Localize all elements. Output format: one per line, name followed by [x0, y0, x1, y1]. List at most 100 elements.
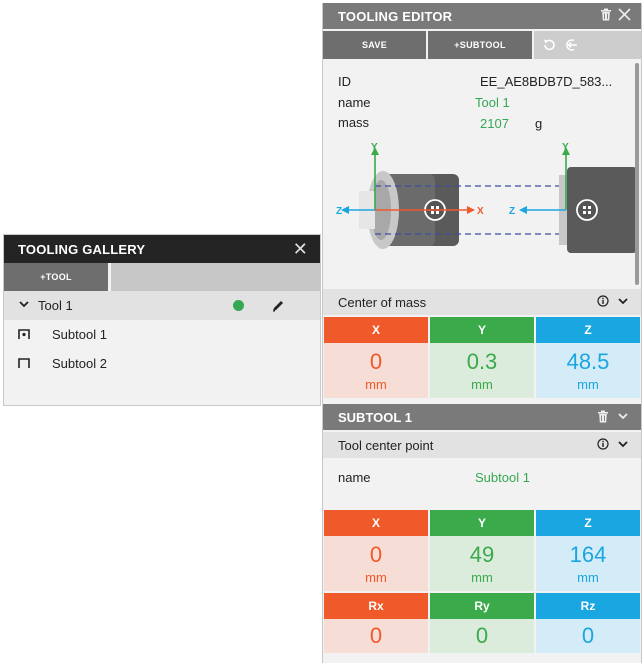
tcp-ry-value[interactable]: 0 [475, 623, 489, 648]
tool-center-point-header[interactable]: Tool center point [323, 432, 641, 458]
z-header: Z [536, 510, 640, 536]
x-header: X [324, 317, 428, 343]
unit-label: mm [365, 570, 387, 585]
unit-label: mm [471, 570, 493, 585]
tree-item-tool[interactable]: Tool 1 [4, 291, 320, 320]
info-icon[interactable] [597, 295, 609, 307]
tcp-position-values: X 0 mm Y 49 mm Z 164 mm [323, 510, 641, 591]
center-of-mass-title: Center of mass [338, 294, 427, 310]
unit-label: mm [577, 377, 599, 392]
toolbar-spacer [111, 263, 320, 291]
mass-value[interactable]: 2107 [480, 116, 509, 131]
x-axis-label: X [477, 206, 484, 217]
undo-icon[interactable] [542, 38, 556, 52]
tool-diagram: Y Z X Y Z [323, 139, 641, 289]
editor-toolbar: SAVE +SUBTOOL [323, 31, 641, 59]
chevron-down-icon[interactable] [617, 410, 629, 422]
tcp-y: Y 49 mm [430, 510, 534, 591]
id-label: ID [338, 74, 351, 89]
center-of-mass-values: X 0 mm Y 0.3 mm Z 48.5 mm [323, 317, 641, 398]
scrollbar[interactable] [635, 63, 639, 285]
gallery-toolbar: +TOOL [4, 263, 320, 291]
name-value[interactable]: Tool 1 [475, 95, 510, 110]
pencil-icon[interactable] [271, 299, 285, 313]
com-y-value[interactable]: 0.3 [466, 349, 498, 374]
chevron-down-icon[interactable] [617, 295, 629, 307]
y-header: Y [430, 317, 534, 343]
subtool-header: SUBTOOL 1 [323, 404, 641, 430]
save-button[interactable]: SAVE [323, 31, 426, 59]
tcp-rx-field[interactable]: 0 [324, 619, 428, 653]
unit-label: mm [365, 377, 387, 392]
editor-titlebar: TOOLING EDITOR [323, 3, 641, 29]
subtool-name-label: name [338, 470, 371, 485]
tcp-x-value[interactable]: 0 [369, 542, 383, 567]
tcp-rotation-values: Rx 0 Ry 0 Rz 0 [323, 593, 641, 653]
com-x-field[interactable]: 0 mm [324, 343, 428, 398]
id-value: EE_AE8BDB7D_583... [480, 74, 613, 89]
tool-label: Tool 1 [38, 298, 73, 313]
trash-icon[interactable] [600, 8, 612, 21]
tcp-rx-value[interactable]: 0 [369, 623, 383, 648]
com-z-field[interactable]: 48.5 mm [536, 343, 640, 398]
tcp-ry: Ry 0 [430, 593, 534, 653]
name-label: name [338, 95, 371, 110]
subtool-icon [18, 358, 30, 368]
tcp-y-value[interactable]: 49 [469, 542, 495, 567]
chevron-down-icon[interactable] [18, 298, 30, 310]
tool-axes-illustration: Y Z X Y Z [336, 142, 637, 253]
tcp-rz: Rz 0 [536, 593, 640, 653]
mass-label: mass [338, 115, 370, 130]
tooling-gallery-panel: TOOLING GALLERY ✕ +TOOL Tool 1 Subtool 1… [3, 234, 321, 406]
tcp-ry-field[interactable]: 0 [430, 619, 534, 653]
subtool-label: Subtool 2 [52, 356, 107, 371]
rx-header: Rx [324, 593, 428, 619]
tcp-x-field[interactable]: 0 mm [324, 536, 428, 591]
close-icon[interactable]: ✕ [292, 239, 308, 259]
tool-properties: ID EE_AE8BDB7D_583... name Tool 1 mass 2… [323, 59, 641, 139]
x-header: X [324, 510, 428, 536]
y-axis-label-side: Y [562, 142, 569, 153]
gallery-title: TOOLING GALLERY [18, 241, 146, 257]
status-dot-icon [233, 300, 244, 311]
gallery-titlebar: TOOLING GALLERY ✕ [4, 235, 320, 263]
rz-header: Rz [536, 593, 640, 619]
tcp-z-field[interactable]: 164 mm [536, 536, 640, 591]
unit-label: mm [577, 570, 599, 585]
center-of-mass-header[interactable]: Center of mass [323, 289, 641, 315]
tcp-rz-field[interactable]: 0 [536, 619, 640, 653]
mass-unit: g [535, 116, 543, 131]
tcp-z-value[interactable]: 164 [569, 542, 607, 567]
z-axis-label: Z [336, 206, 342, 217]
subtool-properties: name Subtool 1 [323, 458, 641, 510]
com-y-field[interactable]: 0.3 mm [430, 343, 534, 398]
tcp-z: Z 164 mm [536, 510, 640, 591]
import-icon[interactable] [564, 38, 578, 52]
tree-item-subtool-2[interactable]: Subtool 2 [4, 349, 320, 378]
close-icon[interactable] [618, 8, 631, 21]
subtool-title: SUBTOOL 1 [338, 409, 412, 425]
y-axis-label: Y [371, 142, 378, 153]
com-x-value[interactable]: 0 [369, 349, 383, 374]
info-icon[interactable] [597, 438, 609, 450]
subtool-name-value[interactable]: Subtool 1 [475, 470, 530, 485]
z-axis-label-side: Z [509, 206, 515, 217]
tooling-editor-panel: TOOLING EDITOR SAVE +SUBTOOL [322, 3, 642, 663]
editor-title: TOOLING EDITOR [338, 8, 453, 24]
com-z-value[interactable]: 48.5 [566, 349, 610, 374]
trash-icon[interactable] [597, 410, 609, 423]
add-subtool-button[interactable]: +SUBTOOL [428, 31, 532, 59]
unit-label: mm [471, 377, 493, 392]
editor-icon-toolbar [534, 31, 641, 59]
z-header: Z [536, 317, 640, 343]
subtool-label: Subtool 1 [52, 327, 107, 342]
tree-item-subtool-1[interactable]: Subtool 1 [4, 320, 320, 349]
tcp-y-field[interactable]: 49 mm [430, 536, 534, 591]
chevron-down-icon[interactable] [617, 438, 629, 450]
ry-header: Ry [430, 593, 534, 619]
tcp-rx: Rx 0 [324, 593, 428, 653]
com-z: Z 48.5 mm [536, 317, 640, 398]
tcp-x: X 0 mm [324, 510, 428, 591]
tcp-rz-value[interactable]: 0 [581, 623, 595, 648]
add-tool-button[interactable]: +TOOL [4, 263, 108, 291]
